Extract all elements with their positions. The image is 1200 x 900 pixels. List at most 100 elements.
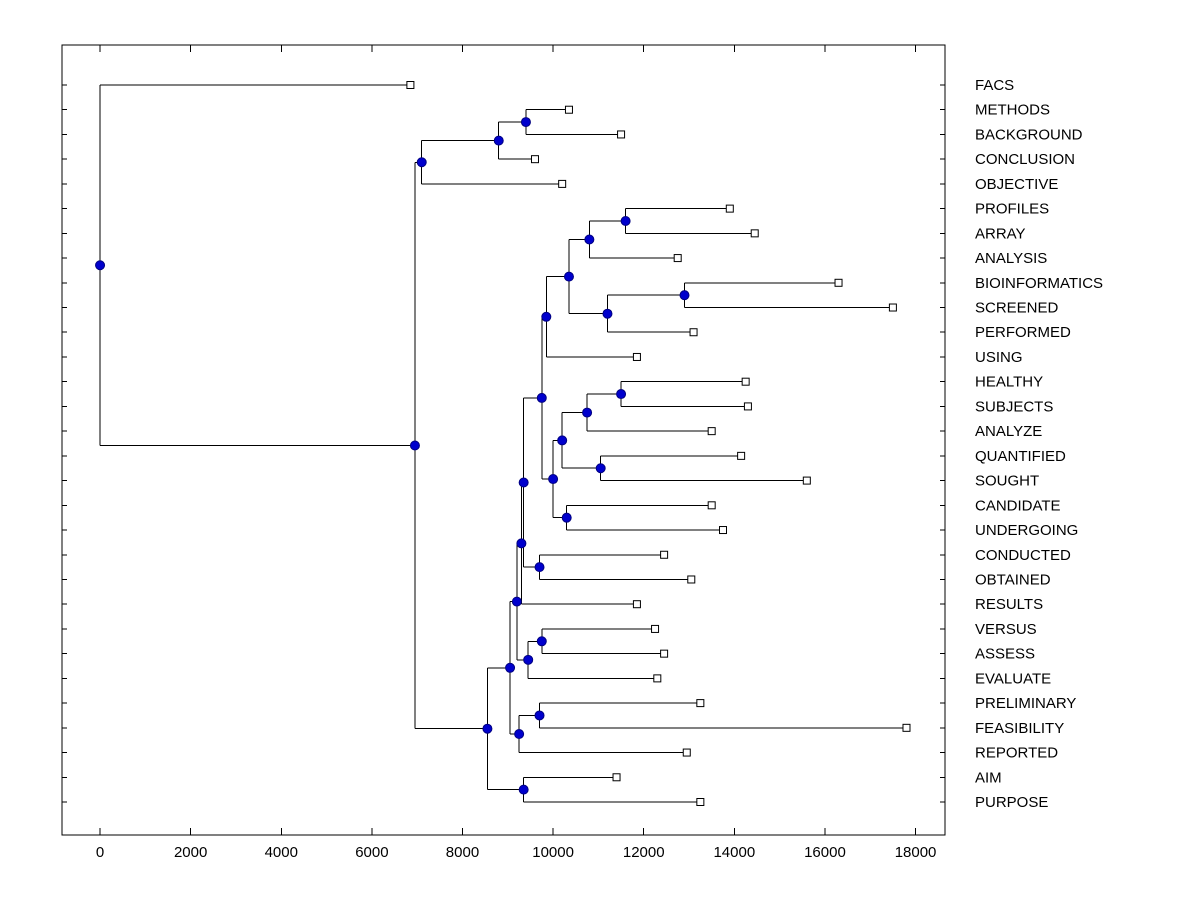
leaf-marker: [719, 526, 728, 535]
cluster-node-marker: [505, 662, 516, 673]
leaf-label: USING: [975, 349, 1023, 366]
leaf-label: BIOINFORMATICS: [975, 275, 1103, 292]
cluster-node-marker: [620, 215, 631, 226]
leaf-marker: [617, 130, 626, 139]
x-tick-label: 16000: [804, 844, 846, 861]
x-tick-label: 10000: [532, 844, 574, 861]
leaf-marker: [902, 723, 911, 732]
leaf-label: ARRAY: [975, 225, 1026, 242]
cluster-node-marker: [561, 512, 572, 523]
cluster-node-marker: [95, 260, 106, 271]
leaf-label: OBJECTIVE: [975, 176, 1058, 193]
cluster-node-marker: [518, 784, 529, 795]
leaf-marker: [530, 155, 539, 164]
leaf-label: FACS: [975, 77, 1014, 94]
leaf-marker: [632, 352, 641, 361]
leaf-label: UNDERGOING: [975, 522, 1078, 539]
leaf-label: BACKGROUND: [975, 126, 1083, 143]
x-tick-label: 18000: [895, 844, 937, 861]
leaf-marker: [682, 748, 691, 757]
leaf-label: CONDUCTED: [975, 547, 1071, 564]
cluster-node-marker: [584, 234, 595, 245]
cluster-node-marker: [523, 654, 534, 665]
cluster-node-marker: [516, 538, 527, 549]
cluster-node-marker: [482, 723, 493, 734]
leaf-label: ANALYSIS: [975, 250, 1047, 267]
cluster-node-marker: [518, 477, 529, 488]
leaf-marker: [888, 303, 897, 312]
leaf-marker: [737, 451, 746, 460]
cluster-node-marker: [520, 117, 531, 128]
leaf-label: CONCLUSION: [975, 151, 1075, 168]
leaf-label: SUBJECTS: [975, 398, 1053, 415]
leaf-label: PURPOSE: [975, 794, 1048, 811]
cluster-node-marker: [536, 636, 547, 647]
leaf-label: FEASIBILITY: [975, 720, 1064, 737]
leaf-marker: [653, 674, 662, 683]
cluster-node-marker: [514, 729, 525, 740]
leaf-marker: [406, 81, 415, 89]
cluster-node-marker: [616, 389, 627, 400]
leaf-marker: [707, 501, 716, 510]
leaf-marker: [743, 402, 752, 411]
leaf-label: SOUGHT: [975, 473, 1039, 490]
x-tick-label: 8000: [446, 844, 479, 861]
cluster-node-marker: [534, 562, 545, 573]
cluster-node-marker: [511, 596, 522, 607]
cluster-node-marker: [536, 392, 547, 403]
x-tick-label: 0: [96, 844, 104, 861]
leaf-marker: [750, 229, 759, 238]
cluster-node-marker: [582, 407, 593, 418]
cluster-node-marker: [416, 157, 427, 168]
leaf-label: CANDIDATE: [975, 497, 1061, 514]
cluster-node-marker: [602, 308, 613, 319]
x-tick-label: 4000: [265, 844, 298, 861]
leaf-label: RESULTS: [975, 596, 1043, 613]
cluster-node-marker: [409, 440, 420, 451]
leaf-marker: [651, 624, 660, 633]
leaf-label: QUANTIFIED: [975, 448, 1066, 465]
x-tick-label: 2000: [174, 844, 207, 861]
x-tick-label: 12000: [623, 844, 665, 861]
leaf-marker: [673, 254, 682, 263]
cluster-node-marker: [563, 271, 574, 282]
leaf-marker: [632, 600, 641, 609]
leaf-label: ANALYZE: [975, 423, 1042, 440]
leaf-marker: [696, 699, 705, 708]
leaf-label: OBTAINED: [975, 571, 1051, 588]
leaf-marker: [696, 798, 705, 806]
leaf-marker: [660, 550, 669, 559]
leaf-label: VERSUS: [975, 621, 1037, 638]
leaf-label: PRELIMINARY: [975, 695, 1076, 712]
leaf-marker: [687, 575, 696, 584]
leaf-label: HEALTHY: [975, 374, 1043, 391]
leaf-label: ASSESS: [975, 646, 1035, 663]
leaf-marker: [689, 328, 698, 337]
leaf-marker: [660, 649, 669, 658]
cluster-node-marker: [534, 710, 545, 721]
leaf-marker: [612, 773, 621, 782]
x-tick-label: 14000: [713, 844, 755, 861]
leaf-marker: [802, 476, 811, 485]
leaf-label: PROFILES: [975, 201, 1049, 218]
cluster-node-marker: [548, 474, 559, 485]
leaf-label: METHODS: [975, 102, 1050, 119]
leaf-label: AIM: [975, 769, 1002, 786]
leaf-label: EVALUATE: [975, 670, 1051, 687]
leaf-label: PERFORMED: [975, 324, 1071, 341]
cluster-node-marker: [595, 463, 606, 474]
leaf-label: SCREENED: [975, 300, 1059, 317]
cluster-node-marker: [557, 435, 568, 446]
leaf-marker: [741, 377, 750, 386]
cluster-node-marker: [493, 135, 504, 146]
leaf-marker: [725, 204, 734, 213]
axes-box: [61, 44, 946, 836]
leaf-label: REPORTED: [975, 745, 1058, 762]
leaf-marker: [707, 427, 716, 436]
leaf-marker: [564, 105, 573, 114]
leaf-marker: [834, 278, 843, 287]
leaf-marker: [558, 179, 567, 188]
cluster-node-marker: [541, 311, 552, 322]
